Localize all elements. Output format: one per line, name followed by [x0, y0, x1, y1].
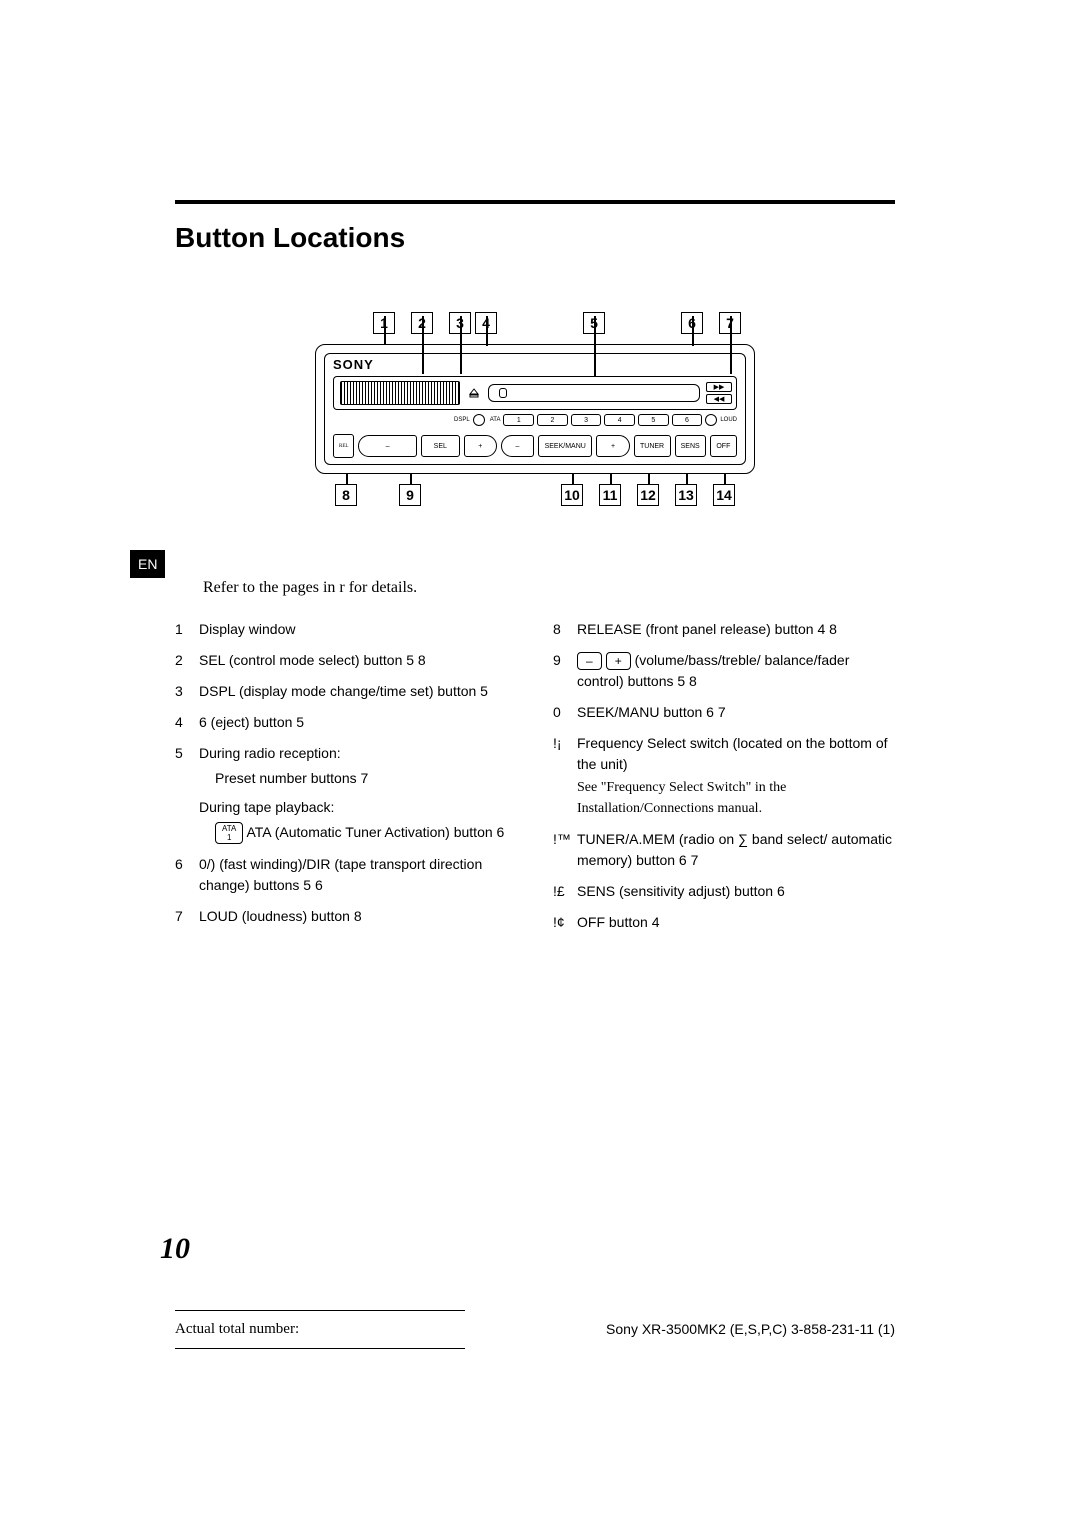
footer-right: Sony XR-3500MK2 (E,S,P,C) 3-858-231-11 (…	[606, 1321, 895, 1338]
ata-label: ATA	[490, 417, 501, 423]
faceplate: SONY ▶▶ ◀◀ DSPL	[315, 344, 755, 474]
item-text: SENS (sensitivity adjust) button 6	[577, 881, 895, 902]
item-number: !¢	[553, 912, 577, 933]
legend-columns: 1Display window2SEL (control mode select…	[175, 619, 895, 943]
display-window	[340, 381, 460, 405]
preset-6: 6	[672, 414, 703, 426]
page-content: Button Locations 1 2 3 4 5 6 7	[175, 200, 895, 943]
item-text: RELEASE (front panel release) button 4 8	[577, 619, 895, 640]
cassette-slot	[488, 384, 700, 402]
preset-2: 2	[537, 414, 568, 426]
item-text: Display window	[199, 619, 517, 640]
vol-minus: –	[358, 435, 416, 457]
item-text: SEEK/MANU button 6 7	[577, 702, 895, 723]
item-number: 5	[175, 743, 199, 844]
list-item: !¢OFF button 4	[553, 912, 895, 933]
seek-plus: +	[596, 435, 629, 457]
callout-12: 12	[637, 484, 659, 506]
list-item: 60/) (fast winding)/DIR (tape transport …	[175, 854, 517, 896]
item-text: –+ (volume/bass/treble/ balance/fader co…	[577, 650, 895, 692]
item-number: 1	[175, 619, 199, 640]
item-number: 0	[553, 702, 577, 723]
seek-minus: –	[501, 435, 534, 457]
page-number: 10	[160, 1232, 190, 1266]
dspl-label: DSPL	[454, 417, 470, 423]
right-column: 8RELEASE (front panel release) button 4 …	[553, 619, 895, 943]
callout-14: 14	[713, 484, 735, 506]
item-text: Frequency Select switch (located on the …	[577, 733, 895, 819]
footer: Actual total number: Sony XR-3500MK2 (E,…	[175, 1310, 895, 1349]
list-item: !£SENS (sensitivity adjust) button 6	[553, 881, 895, 902]
item-number: 6	[175, 854, 199, 896]
list-item: !™TUNER/A.MEM (radio on ∑ band select/ a…	[553, 829, 895, 871]
item-text: TUNER/A.MEM (radio on ∑ band select/ aut…	[577, 829, 895, 871]
diagram-container: 1 2 3 4 5 6 7 SONY	[175, 294, 895, 524]
item-number: 3	[175, 681, 199, 702]
preset-4: 4	[604, 414, 635, 426]
callout-13: 13	[675, 484, 697, 506]
item-text: SEL (control mode select) button 5 8	[199, 650, 517, 671]
item-number: 8	[553, 619, 577, 640]
dspl-knob	[473, 414, 485, 426]
left-column: 1Display window2SEL (control mode select…	[175, 619, 517, 943]
item-text: LOUD (loudness) button 8	[199, 906, 517, 927]
list-item: !¡Frequency Select switch (located on th…	[553, 733, 895, 819]
item-number: 4	[175, 712, 199, 733]
release-button: REL	[333, 434, 354, 458]
item-number: !£	[553, 881, 577, 902]
list-item: 3DSPL (display mode change/time set) but…	[175, 681, 517, 702]
callout-8: 8	[335, 484, 357, 506]
brand-label: SONY	[333, 357, 374, 372]
item-number: !¡	[553, 733, 577, 819]
ff-rw-buttons: ▶▶ ◀◀	[706, 382, 732, 404]
reference-line: Refer to the pages in r for details.	[203, 579, 895, 597]
item-text: DSPL (display mode change/time set) butt…	[199, 681, 517, 702]
sens-button: SENS	[675, 435, 706, 457]
item-number: 7	[175, 906, 199, 927]
top-callouts: 1 2 3 4 5 6 7	[315, 294, 755, 334]
off-button: OFF	[710, 435, 737, 457]
tuner-button: TUNER	[634, 435, 671, 457]
item-number: !™	[553, 829, 577, 871]
ff-icon: ▶▶	[706, 382, 732, 392]
vol-plus: +	[464, 435, 497, 457]
eject-icon	[466, 381, 482, 405]
list-item: 7LOUD (loudness) button 8	[175, 906, 517, 927]
list-item: 0SEEK/MANU button 6 7	[553, 702, 895, 723]
item-text: During radio reception:Preset number but…	[199, 743, 517, 844]
callout-11: 11	[599, 484, 621, 506]
section-title: Button Locations	[175, 222, 895, 254]
list-item: 9–+ (volume/bass/treble/ balance/fader c…	[553, 650, 895, 692]
sel-button: SEL	[421, 435, 460, 457]
callout-9: 9	[399, 484, 421, 506]
item-text: 0/) (fast winding)/DIR (tape transport d…	[199, 854, 517, 896]
item-number: 2	[175, 650, 199, 671]
list-item: 46 (eject) button 5	[175, 712, 517, 733]
callout-10: 10	[561, 484, 583, 506]
item-text: 6 (eject) button 5	[199, 712, 517, 733]
preset-5: 5	[638, 414, 669, 426]
seek-button: SEEK/MANU	[538, 435, 592, 457]
item-text: OFF button 4	[577, 912, 895, 933]
rw-icon: ◀◀	[706, 394, 732, 404]
list-item: 1Display window	[175, 619, 517, 640]
language-tab: EN	[130, 550, 165, 578]
preset-1: 1	[503, 414, 534, 426]
list-item: 8RELEASE (front panel release) button 4 …	[553, 619, 895, 640]
loud-knob	[705, 414, 717, 426]
item-number: 9	[553, 650, 577, 692]
footer-left: Actual total number:	[175, 1321, 299, 1338]
top-rule	[175, 200, 895, 204]
preset-3: 3	[571, 414, 602, 426]
bottom-callouts: 8 9 10 11 12 13 14	[315, 484, 755, 524]
list-item: 5During radio reception:Preset number bu…	[175, 743, 517, 844]
loud-label: LOUD	[720, 417, 737, 423]
faceplate-diagram: 1 2 3 4 5 6 7 SONY	[315, 294, 755, 524]
bottom-button-row: REL – SEL + – SEEK/MANU + TUNER SENS OFF	[333, 434, 737, 458]
preset-row: DSPL ATA 1 2 3 4 5 6 LOUD	[333, 414, 737, 426]
list-item: 2SEL (control mode select) button 5 8	[175, 650, 517, 671]
cassette-row: ▶▶ ◀◀	[333, 376, 737, 410]
